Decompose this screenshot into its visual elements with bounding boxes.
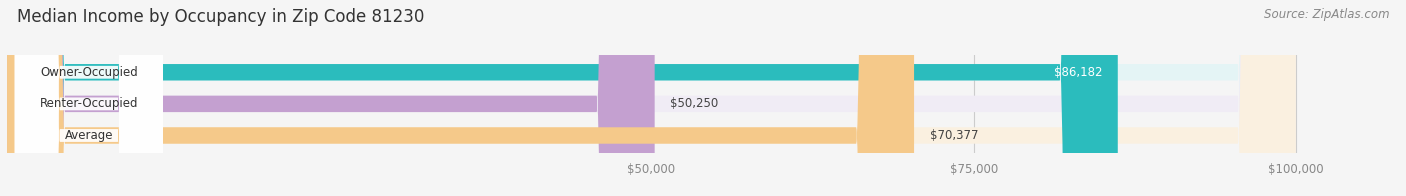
- Text: Owner-Occupied: Owner-Occupied: [39, 66, 138, 79]
- FancyBboxPatch shape: [14, 0, 163, 196]
- FancyBboxPatch shape: [7, 0, 655, 196]
- Text: Average: Average: [65, 129, 112, 142]
- FancyBboxPatch shape: [7, 0, 1118, 196]
- FancyBboxPatch shape: [7, 0, 1296, 196]
- Text: Median Income by Occupancy in Zip Code 81230: Median Income by Occupancy in Zip Code 8…: [17, 8, 425, 26]
- Text: Renter-Occupied: Renter-Occupied: [39, 97, 138, 110]
- Text: $70,377: $70,377: [929, 129, 979, 142]
- FancyBboxPatch shape: [14, 0, 163, 196]
- FancyBboxPatch shape: [7, 0, 1296, 196]
- Text: Source: ZipAtlas.com: Source: ZipAtlas.com: [1264, 8, 1389, 21]
- FancyBboxPatch shape: [7, 0, 914, 196]
- Text: $86,182: $86,182: [1054, 66, 1102, 79]
- FancyBboxPatch shape: [7, 0, 1296, 196]
- Text: $50,250: $50,250: [671, 97, 718, 110]
- FancyBboxPatch shape: [14, 0, 163, 196]
